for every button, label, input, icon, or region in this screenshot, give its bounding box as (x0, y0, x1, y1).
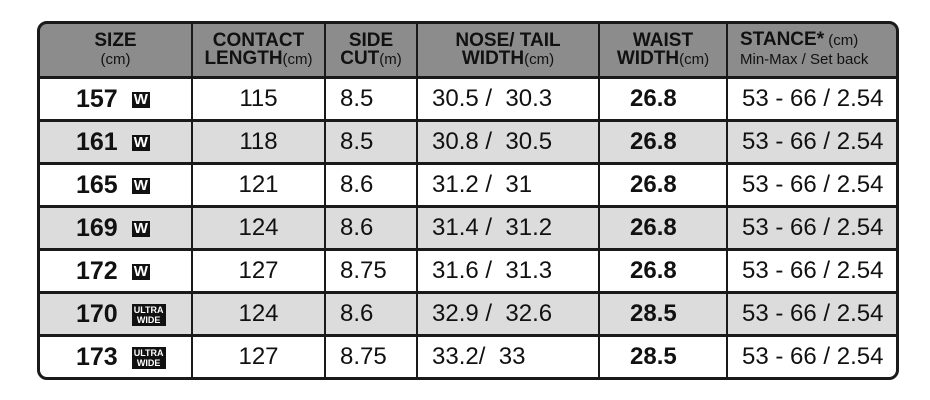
size-cell: 165 W (40, 162, 193, 207)
table-cell: 53 - 66 / 2.54 (727, 291, 896, 336)
table-cell: 118 (192, 119, 326, 164)
badge-text: WIDE (136, 358, 161, 369)
header-unit: (cm) (679, 50, 710, 68)
header-cell: SIDE CUT(m) (325, 24, 418, 78)
table-row: 169 W 124 8.6 31.4 / 31.2 26.8 53 - 66 / 2.54 (40, 205, 896, 250)
size-value: 169 (76, 213, 118, 242)
header-title: WIDTH (616, 47, 680, 69)
size-cell: 172 W (40, 248, 193, 293)
table-cell: 8.6 (325, 162, 418, 207)
table-cell: 33.2/ 33 (417, 334, 600, 377)
header-cell: STANCE* (cm) Min-Max / Set back (727, 24, 896, 78)
size-cell: 161 W (40, 119, 193, 164)
badge-text: W (133, 133, 148, 151)
header-unit: (cm) (824, 32, 859, 49)
header-cell: CONTACT LENGTH(cm) (192, 24, 326, 78)
table-cell: 127 (192, 334, 326, 377)
table-cell: 124 (192, 291, 326, 336)
table-cell: 8.75 (325, 248, 418, 293)
table-cell: 53 - 66 / 2.54 (727, 75, 896, 121)
table-cell: 53 - 66 / 2.54 (727, 248, 896, 293)
badge-text: ULTRA (133, 348, 164, 359)
table-cell: 8.6 (325, 291, 418, 336)
table-cell: 32.9 / 32.6 (417, 291, 600, 336)
badge-text: W (133, 90, 148, 108)
badge-text: W (133, 220, 148, 238)
table-cell: 28.5 (599, 334, 728, 377)
spec-table-frame: SIZE (cm) CONTACT LENGTH(cm) SIDE CUT(m) NOSE/… (37, 21, 899, 380)
table-cell: 31.6 / 31.3 (417, 248, 600, 293)
table-row: 161 W 118 8.5 30.8 / 30.5 26.8 53 - 66 / 2.54 (40, 119, 896, 164)
table-cell: 26.8 (599, 248, 728, 293)
table-cell: 8.5 (325, 119, 418, 164)
table-row: 173 ULTRA WIDE 127 8.75 33.2/ 33 28.5 53 - 66 /… (40, 334, 896, 377)
header-unit: (cm) (524, 50, 555, 68)
header-row: SIZE (cm) CONTACT LENGTH(cm) SIDE CUT(m) NOSE/… (40, 24, 896, 78)
header-cell: WAIST WIDTH(cm) (599, 24, 728, 78)
table-cell: 28.5 (599, 291, 728, 336)
size-cell: 170 ULTRA WIDE (40, 291, 193, 336)
size-value: 157 (76, 84, 118, 113)
table-cell: 8.5 (325, 75, 418, 121)
width-badge: W (131, 133, 150, 151)
width-badge: W (131, 177, 150, 195)
header-unit: (cm) (100, 50, 131, 68)
size-cell: 169 W (40, 205, 193, 250)
table-cell: 8.6 (325, 205, 418, 250)
header-cell: NOSE/ TAIL WIDTH(cm) (417, 24, 600, 78)
header-title: LENGTH (204, 47, 283, 69)
table-cell: 31.4 / 31.2 (417, 205, 600, 250)
table-row: 170 ULTRA WIDE 124 8.6 32.9 / 32.6 28.5 53 - 66… (40, 291, 896, 336)
size-cell: 173 ULTRA WIDE (40, 334, 193, 377)
table-cell: 26.8 (599, 162, 728, 207)
header-unit: Min-Max / Set back (740, 51, 869, 68)
width-badge: ULTRA WIDE (131, 347, 166, 370)
size-value: 172 (76, 256, 118, 285)
table-cell: 8.75 (325, 334, 418, 377)
table-cell: 124 (192, 205, 326, 250)
table-cell: 53 - 66 / 2.54 (727, 334, 896, 377)
table-body: 157 W 115 8.5 30.5 / 30.3 26.8 53 - 66 / 2.54 1… (40, 75, 896, 377)
header-cell: SIZE (cm) (40, 24, 193, 78)
size-value: 165 (76, 170, 118, 199)
size-value: 161 (76, 127, 118, 156)
table-cell: 30.8 / 30.5 (417, 119, 600, 164)
width-badge: ULTRA WIDE (131, 304, 166, 327)
table-row: 172 W 127 8.75 31.6 / 31.3 26.8 53 - 66 / 2.54 (40, 248, 896, 293)
badge-text: WIDE (136, 315, 161, 326)
table-cell: 53 - 66 / 2.54 (727, 162, 896, 207)
header-title: STANCE* (740, 29, 825, 50)
table-cell: 26.8 (599, 119, 728, 164)
table-cell: 127 (192, 248, 326, 293)
size-value: 170 (76, 299, 118, 328)
badge-text: W (133, 177, 148, 195)
width-badge: W (131, 263, 150, 281)
table-cell: 26.8 (599, 75, 728, 121)
table-cell: 121 (192, 162, 326, 207)
table-row: 157 W 115 8.5 30.5 / 30.3 26.8 53 - 66 / 2.54 (40, 75, 896, 121)
size-value: 173 (76, 342, 118, 371)
badge-text: W (133, 263, 148, 281)
table-cell: 31.2 / 31 (417, 162, 600, 207)
header-title: WAIST (632, 29, 694, 51)
header-title: SIZE (94, 29, 137, 51)
table-cell: 115 (192, 75, 326, 121)
header-unit: (m) (379, 50, 402, 68)
width-badge: W (131, 220, 150, 238)
table-cell: 53 - 66 / 2.54 (727, 119, 896, 164)
table-cell: 26.8 (599, 205, 728, 250)
table-cell: 30.5 / 30.3 (417, 75, 600, 121)
badge-text: ULTRA (133, 305, 164, 316)
size-cell: 157 W (40, 75, 193, 121)
header-title: CUT (340, 47, 380, 69)
header-title: SIDE (348, 29, 394, 51)
spec-table: SIZE (cm) CONTACT LENGTH(cm) SIDE CUT(m) NOSE/… (40, 24, 896, 377)
table-row: 165 W 121 8.6 31.2 / 31 26.8 53 - 66 / 2.54 (40, 162, 896, 207)
table-cell: 53 - 66 / 2.54 (727, 205, 896, 250)
header-title: WIDTH (461, 47, 525, 69)
header-title: NOSE/ TAIL (455, 29, 561, 51)
header-title: CONTACT (212, 29, 305, 51)
header-unit: (cm) (282, 50, 313, 68)
width-badge: W (131, 90, 150, 108)
